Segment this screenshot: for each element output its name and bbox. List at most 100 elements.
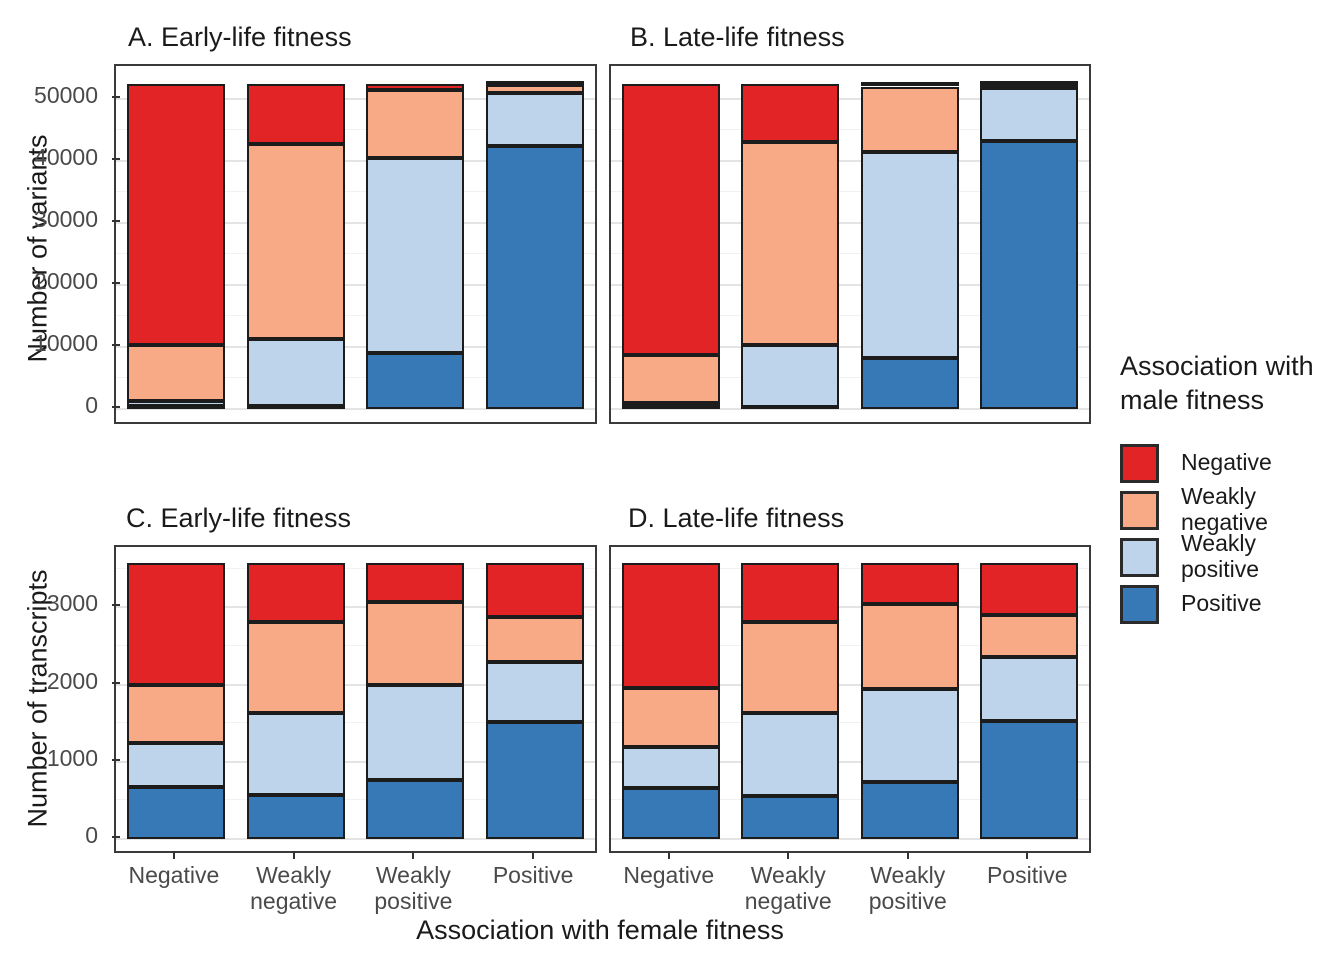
legend-label: Negative	[1181, 449, 1272, 476]
gridline-major	[611, 838, 1089, 840]
y-tick-label: 10000	[34, 329, 98, 356]
bar-segment-positive	[980, 141, 1079, 409]
stacked-bar	[860, 563, 959, 839]
y-tick-label: 0	[85, 822, 98, 848]
bar-segment-negative	[980, 81, 1079, 86]
y-tick-label: 30000	[34, 205, 98, 232]
legend-swatch-weakly-negative	[1120, 490, 1159, 530]
panel-a-title: A. Early-life fitness	[128, 22, 352, 52]
gridline-minor	[116, 567, 595, 569]
bar-slot-weakly-negative	[236, 66, 356, 422]
stacked-bar	[246, 563, 345, 839]
x-ticks-panel-d: Negative Weakly negative Weakly positive…	[609, 851, 1087, 915]
gridline-major	[116, 683, 595, 686]
panel-c-plot	[114, 545, 597, 853]
gridline-major	[611, 606, 1089, 609]
bar-segment-weakly-negative	[366, 602, 465, 686]
bar-segment-weakly-negative	[486, 617, 585, 663]
tick-mark	[1026, 851, 1029, 859]
bar-segment-positive	[126, 786, 225, 839]
tick-mark	[112, 281, 120, 284]
bar-segment-weakly-positive	[486, 662, 585, 723]
bar-segment-weakly-negative	[860, 86, 959, 153]
tick-mark	[112, 219, 120, 222]
tick-mark	[112, 681, 120, 684]
bar-segment-positive	[486, 722, 585, 839]
bar-segment-weakly-negative	[366, 90, 465, 158]
gridline-major	[116, 97, 595, 100]
stacked-bar	[860, 82, 959, 409]
bars-area	[611, 547, 1089, 851]
bar-segment-negative	[486, 81, 585, 86]
bar-segment-weakly-positive	[246, 712, 345, 795]
gridline-major	[611, 408, 1089, 410]
y-tick-label: 20000	[34, 267, 98, 294]
bar-segment-weakly-positive	[980, 657, 1079, 721]
bar-segment-weakly-positive	[860, 688, 959, 783]
bars-area	[611, 66, 1089, 422]
bar-slot-weakly-negative	[731, 547, 851, 851]
bar-segment-weakly-negative	[621, 687, 720, 748]
bar-slot-weakly-positive	[850, 547, 970, 851]
gridline-major	[116, 760, 595, 763]
gridline-minor	[116, 722, 595, 724]
bar-segment-positive	[246, 794, 345, 839]
gridline-major	[116, 606, 595, 609]
tick-mark	[112, 758, 120, 761]
bar-segment-weakly-negative	[621, 354, 720, 404]
bar-segment-negative	[366, 84, 465, 91]
bar-slot-weakly-positive	[850, 66, 970, 422]
bar-segment-negative	[486, 563, 585, 618]
tick-mark	[292, 851, 295, 859]
stacked-bar	[621, 84, 720, 409]
bar-slot-weakly-negative	[236, 547, 356, 851]
tick-mark	[412, 851, 415, 859]
bar-segment-negative	[621, 84, 720, 355]
legend-item-positive: Positive	[1120, 581, 1344, 628]
panel-a-plot	[114, 64, 597, 424]
bar-segment-negative	[980, 563, 1079, 616]
y-tick-label: 0	[85, 392, 98, 418]
gridline-minor	[116, 645, 595, 646]
gridline-minor	[116, 799, 595, 801]
bar-segment-weakly-negative	[980, 615, 1079, 658]
bar-segment-weakly-positive	[486, 92, 585, 147]
legend: Association with male fitness Negative We…	[1120, 350, 1344, 628]
bar-segment-weakly-negative	[486, 85, 585, 93]
legend-title: Association with male fitness	[1120, 351, 1314, 415]
gridline-major	[611, 283, 1089, 286]
legend-item-weakly-negative: Weakly negative	[1120, 483, 1344, 535]
bar-segment-positive	[246, 405, 345, 409]
x-ticks-panel-c: Negative Weakly negative Weakly positive…	[114, 851, 593, 915]
bar-segment-weakly-positive	[366, 157, 465, 354]
legend-swatch-weakly-positive	[1120, 537, 1159, 577]
bar-slot-weakly-negative	[731, 66, 851, 422]
gridline-minor	[611, 377, 1089, 378]
gridline-major	[116, 159, 595, 162]
bar-segment-weakly-positive	[860, 152, 959, 358]
x-tick-label: Weakly positive	[374, 862, 453, 914]
panel-d-title: D. Late-life fitness	[628, 503, 845, 533]
tick-mark	[112, 406, 120, 408]
gridline-minor	[116, 128, 595, 130]
bar-segment-weakly-positive	[741, 344, 840, 407]
gridline-minor	[611, 567, 1089, 569]
legend-label: Weakly positive	[1181, 530, 1259, 582]
stacked-bar	[980, 563, 1079, 839]
gridline-minor	[116, 314, 595, 316]
stacked-bar	[621, 563, 720, 839]
gridline-major	[116, 838, 595, 840]
tick-mark	[787, 851, 790, 859]
bar-segment-weakly-negative	[126, 685, 225, 743]
bar-segment-positive	[980, 720, 1079, 839]
y-tick-label: 50000	[34, 81, 98, 108]
y-axis-ticks-variants: 0 10000 20000 30000 40000 50000	[0, 64, 120, 420]
bar-segment-weakly-negative	[741, 141, 840, 345]
bar-segment-positive	[366, 353, 465, 409]
tick-mark	[112, 343, 120, 346]
gridline-minor	[611, 799, 1089, 801]
bar-segment-positive	[486, 146, 585, 409]
panel-b-title: B. Late-life fitness	[630, 22, 845, 52]
tick-mark	[667, 851, 670, 859]
gridline-minor	[611, 314, 1089, 316]
